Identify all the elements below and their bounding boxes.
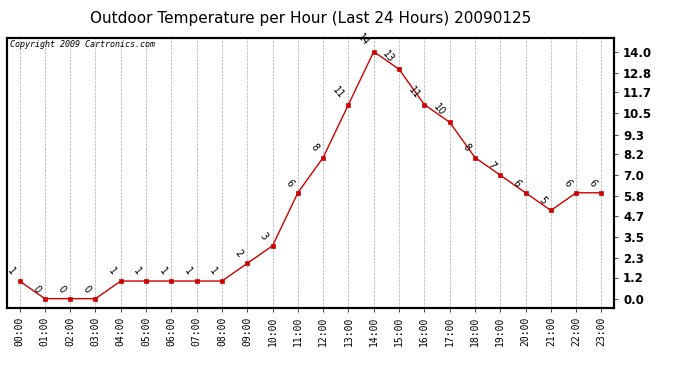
Text: 1: 1 (5, 266, 17, 277)
Text: 7: 7 (486, 160, 497, 171)
Text: 6: 6 (587, 177, 599, 189)
Text: 0: 0 (56, 284, 68, 294)
Text: 3: 3 (258, 231, 270, 242)
Text: 1: 1 (106, 266, 118, 277)
Text: 1: 1 (208, 266, 219, 277)
Text: 6: 6 (511, 177, 523, 189)
Text: 13: 13 (381, 49, 396, 65)
Text: 8: 8 (460, 142, 472, 153)
Text: 6: 6 (284, 177, 295, 189)
Text: 0: 0 (30, 284, 42, 294)
Text: Outdoor Temperature per Hour (Last 24 Hours) 20090125: Outdoor Temperature per Hour (Last 24 Ho… (90, 11, 531, 26)
Text: 10: 10 (431, 102, 447, 118)
Text: 1: 1 (132, 266, 144, 277)
Text: 0: 0 (81, 284, 92, 294)
Text: 6: 6 (562, 177, 573, 189)
Text: 2: 2 (233, 248, 244, 259)
Text: 11: 11 (330, 85, 346, 100)
Text: 8: 8 (308, 142, 320, 153)
Text: 5: 5 (536, 195, 548, 206)
Text: 14: 14 (355, 32, 371, 48)
Text: 11: 11 (406, 85, 422, 100)
Text: Copyright 2009 Cartronics.com: Copyright 2009 Cartronics.com (10, 40, 155, 49)
Text: 1: 1 (157, 266, 168, 277)
Text: 1: 1 (182, 266, 194, 277)
